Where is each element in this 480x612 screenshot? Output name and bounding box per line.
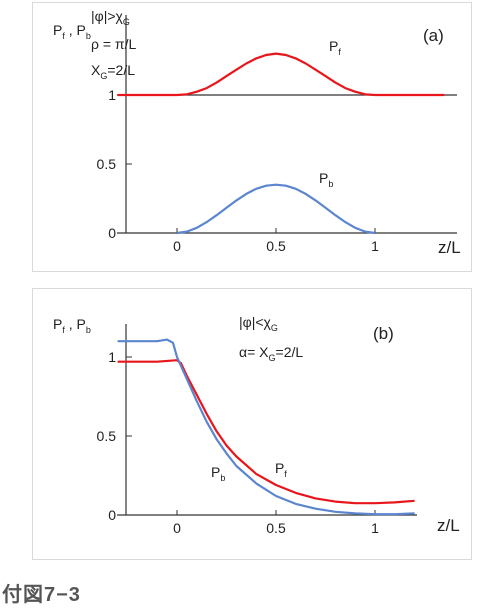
series-label-pb-b: Pb (211, 464, 225, 483)
x-tick-label-b: 0.5 (266, 520, 286, 536)
chart-a-svg: 0 0.5 1 0 0.5 1 Pf Pb Pf , Pb|φ|>χG ρ = π/L XG=2/L… (53, 8, 461, 257)
panel-label-a: (a) (423, 26, 444, 45)
y-axis-label-a: Pf , Pb (53, 22, 91, 41)
y-tick-label-b: 0.5 (97, 428, 117, 444)
y-tick-label-a: 0.5 (97, 156, 117, 172)
figure-caption: 付図7−3 (2, 584, 81, 606)
x-axis-label-a: z/L (438, 238, 461, 257)
chart-panel-b: 0 0.5 1 0 0.5 1 Pf Pb Pf , Pb |φ|<χG α= XG=2/L (b) z… (32, 288, 472, 560)
series-label-pf-b: Pf (275, 460, 287, 479)
x-tick-label-b: 1 (371, 520, 379, 536)
condition-label-a: ρ = π/L (91, 36, 136, 52)
x-tick-label-a: 0.5 (266, 238, 286, 254)
y-tick-label-b: 0 (108, 507, 116, 523)
series-line-pb-b (117, 338, 415, 516)
condition-label-a: |φ|>χG (91, 8, 130, 27)
series-label-pb-a: Pb (319, 170, 333, 189)
chart-panel-a: 0 0.5 1 0 0.5 1 Pf Pb Pf , Pb |φ|>χG ρ = π/L XG=2/L… (32, 2, 472, 272)
y-tick-label-a: 0 (108, 225, 116, 241)
x-tick-label-b: 0 (173, 520, 181, 536)
condition-label-a: XG=2/L (91, 62, 135, 81)
chart-b-svg: 0 0.5 1 0 0.5 1 Pf Pb Pf , Pb |φ|<χG α= XG=2/L (b) z… (53, 314, 460, 536)
series-line-pf-b (117, 359, 415, 505)
x-axis-label-b: z/L (437, 516, 460, 535)
series-line-pb-a (176, 183, 376, 235)
panel-label-b: (b) (373, 324, 394, 343)
series-label-pf-a: Pf (329, 38, 341, 57)
series-line-pf-a (117, 52, 445, 97)
y-tick-label-b: 1 (108, 349, 116, 365)
condition-label-b: |φ|<χG (239, 314, 278, 333)
y-tick-label-a: 1 (108, 87, 116, 103)
condition-label-b: α= XG=2/L (239, 344, 303, 363)
x-tick-label-a: 0 (173, 238, 181, 254)
x-tick-label-a: 1 (371, 238, 379, 254)
y-axis-label-b: Pf , Pb (53, 316, 91, 335)
